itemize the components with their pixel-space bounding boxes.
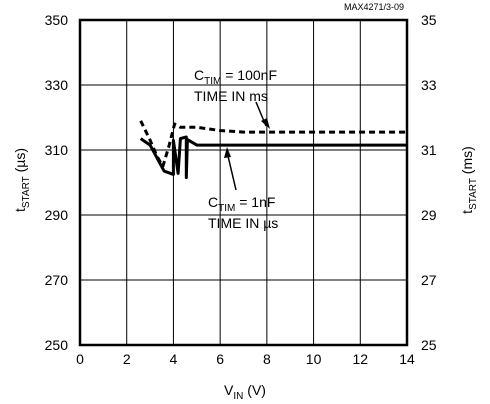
annotation-1nf-value: = 1nF: [235, 194, 275, 210]
x-tick-label: 4: [170, 351, 178, 367]
annotation-100nf-arrowhead: [261, 118, 270, 129]
y-tick-label-left: 330: [45, 77, 69, 93]
y-tick-label-left: 350: [45, 12, 69, 28]
y-axis-right-title-sub: START: [468, 178, 479, 210]
y-tick-label-left: 310: [45, 142, 69, 158]
x-axis-title: VIN (V): [224, 382, 266, 402]
y-tick-label-left: 290: [45, 207, 69, 223]
x-tick-label: 8: [263, 351, 271, 367]
y-tick-label-right: 27: [421, 272, 437, 288]
y-axis-left-title: tSTART (µs): [12, 148, 32, 212]
frame-layer: [78, 18, 409, 347]
annotation-1nf-line2: TIME IN µs: [208, 215, 278, 231]
y-axis-left-title-main: t: [12, 208, 28, 212]
series-line-100nf: [139, 120, 407, 168]
y-tick-label-left: 250: [45, 337, 69, 353]
annotation-100nf-c: C: [194, 67, 204, 83]
x-tick-label: 10: [306, 351, 322, 367]
x-tick-label: 0: [76, 351, 84, 367]
y-tick-label-right: 25: [421, 337, 437, 353]
y-tick-label-right: 29: [421, 207, 437, 223]
plot-frame: [78, 18, 409, 347]
annotation-100nf-c-sub: TIM: [204, 76, 221, 87]
x-axis-title-main: V: [224, 382, 234, 398]
annotation-100nf-value: = 100nF: [221, 67, 277, 83]
x-axis-title-sub: IN: [233, 391, 243, 402]
tick-layer: 0 2 4 6 8 10 12 14 250 270 290 310 330 350 25 27 29 31 33 3…: [45, 12, 437, 367]
y-axis-right-title-suffix: (ms): [459, 146, 475, 178]
annotation-1nf-arrow-line: [227, 155, 237, 191]
y-axis-right-title-main: t: [459, 210, 475, 214]
y-tick-label-right: 33: [421, 77, 437, 93]
annotation-1nf-line1: CTIM = 1nF: [208, 194, 275, 214]
x-tick-label: 12: [352, 351, 368, 367]
x-tick-label: 2: [123, 351, 131, 367]
y-axis-left-title-sub: START: [21, 176, 32, 208]
annotation-1nf-arrowhead: [224, 147, 231, 158]
series-layer: [139, 120, 407, 180]
x-axis-title-suffix: (V): [243, 382, 266, 398]
grid-layer: [80, 20, 407, 345]
y-axis-left-title-suffix: (µs): [12, 148, 28, 176]
x-tick-label: 6: [216, 351, 224, 367]
annotation-100nf-line1: CTIM = 100nF: [194, 67, 277, 87]
annotation-1nf-c-sub: TIM: [218, 203, 235, 214]
annotation-layer: MAX4271/3-09 CTIM = 100nF TIME IN ms CTI…: [194, 2, 404, 231]
y-axis-right-title: tSTART (ms): [459, 146, 479, 214]
axis-labels: VIN (V) tSTART (µs) tSTART (ms): [12, 146, 479, 402]
y-tick-label-right: 35: [421, 12, 437, 28]
y-tick-label-right: 31: [421, 142, 437, 158]
series-line-1nf: [139, 135, 407, 180]
y-tick-label-left: 270: [45, 272, 69, 288]
x-tick-label: 14: [399, 351, 415, 367]
annotation-100nf-line2: TIME IN ms: [194, 88, 268, 104]
annotation-1nf-c: C: [208, 194, 218, 210]
figure-code: MAX4271/3-09: [344, 2, 404, 12]
